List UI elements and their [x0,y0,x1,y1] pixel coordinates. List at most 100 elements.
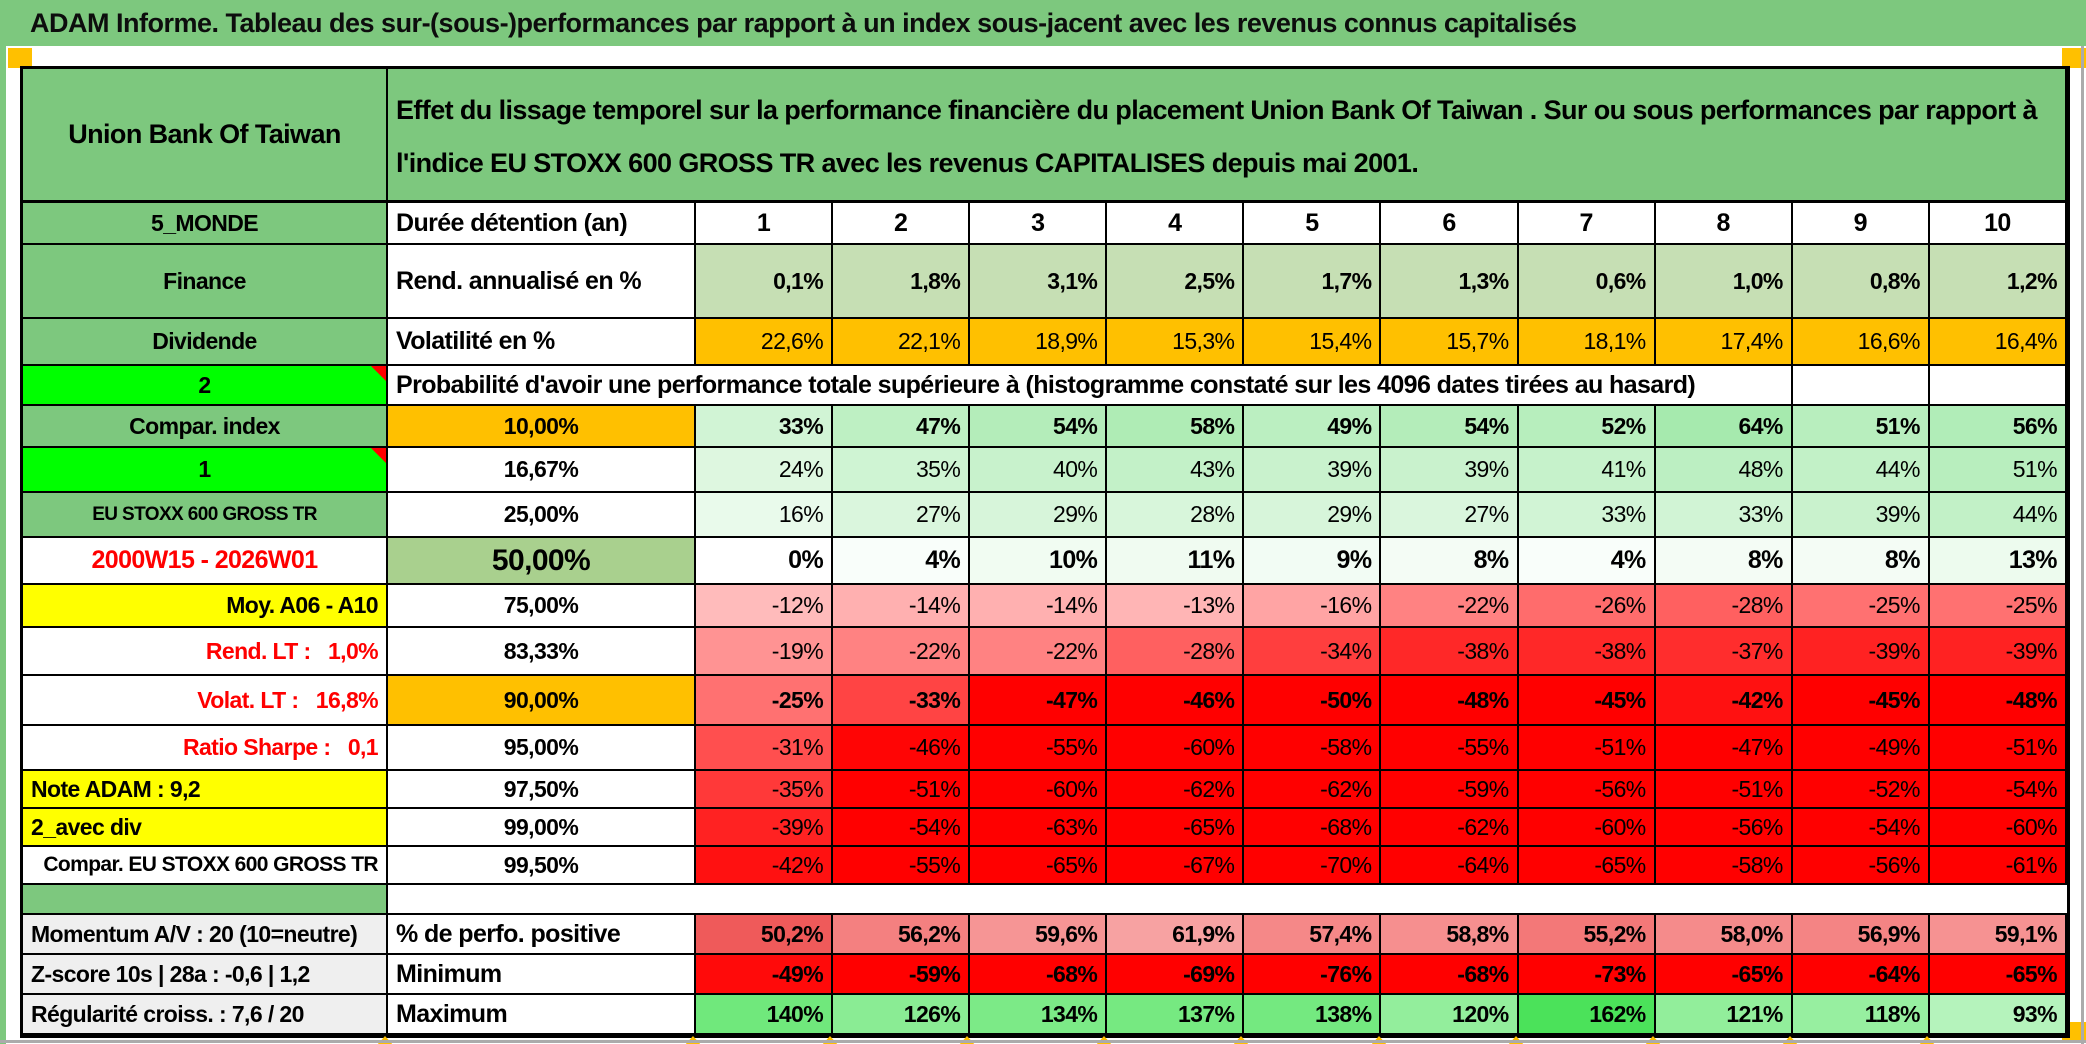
data-cell[interactable]: -73% [1518,955,1656,995]
data-cell[interactable]: -39% [696,809,834,847]
data-cell[interactable]: 55,2% [1518,915,1656,955]
data-cell[interactable]: 6 [1381,203,1519,245]
data-cell[interactable]: 4% [833,538,971,585]
data-cell[interactable]: 57,4% [1244,915,1382,955]
data-cell[interactable]: 51% [1929,448,2067,493]
row-label[interactable]: Rend. LT : 1,0% [23,628,388,676]
data-cell[interactable]: -26% [1518,585,1656,628]
data-cell[interactable]: 4% [1518,538,1656,585]
data-cell[interactable]: 43% [1107,448,1245,493]
data-cell[interactable]: -39% [1792,628,1930,676]
data-cell[interactable]: -14% [970,585,1108,628]
data-cell[interactable]: -42% [1655,676,1793,726]
data-cell[interactable]: -54% [1929,771,2067,809]
data-cell[interactable]: -68% [970,955,1108,995]
data-cell[interactable]: 59,1% [1929,915,2067,955]
data-cell[interactable]: -58% [1244,726,1382,771]
row-label[interactable]: 2000W15 - 2026W01 [23,538,388,585]
row-label[interactable]: Dividende [23,319,388,366]
data-cell[interactable]: -51% [1929,726,2067,771]
row-param[interactable]: 97,50% [388,771,696,809]
row-label[interactable]: Momentum A/V : 20 (10=neutre) [23,915,388,955]
row-label[interactable] [23,885,388,915]
data-cell[interactable]: 41% [1518,448,1656,493]
data-cell[interactable]: -65% [1655,955,1793,995]
data-cell[interactable]: 93% [1929,995,2067,1035]
data-cell[interactable]: 11% [1107,538,1245,585]
data-cell[interactable]: -60% [970,771,1108,809]
probability-note[interactable]: Probabilité d'avoir une performance tota… [388,366,1793,406]
data-cell[interactable]: -51% [1655,771,1793,809]
data-cell[interactable]: 126% [833,995,971,1035]
data-cell[interactable]: -22% [1381,585,1519,628]
data-cell[interactable]: 61,9% [1107,915,1245,955]
data-cell[interactable]: 138% [1244,995,1382,1035]
data-cell[interactable]: 22,1% [833,319,971,366]
data-cell[interactable]: 16,6% [1792,319,1930,366]
data-cell[interactable]: 52% [1518,406,1656,448]
data-cell[interactable]: -19% [696,628,834,676]
data-cell[interactable]: 0,1% [696,245,834,319]
data-cell[interactable]: -69% [1107,955,1245,995]
row-label[interactable]: Régularité croiss. : 7,6 / 20 [23,995,388,1035]
data-cell[interactable]: 18,9% [970,319,1108,366]
data-cell[interactable]: 39% [1244,448,1382,493]
data-cell[interactable]: 15,4% [1244,319,1382,366]
data-cell[interactable]: -65% [1107,809,1245,847]
data-cell[interactable]: -76% [1244,955,1382,995]
row-label[interactable]: Volat. LT : 16,8% [23,676,388,726]
data-cell[interactable]: -70% [1244,847,1382,885]
data-cell[interactable]: -64% [1381,847,1519,885]
row-label[interactable]: Union Bank Of Taiwan [23,69,388,203]
data-cell[interactable]: 64% [1655,406,1793,448]
data-cell[interactable]: 54% [1381,406,1519,448]
data-cell[interactable]: 3 [970,203,1108,245]
data-cell[interactable]: -13% [1107,585,1245,628]
data-cell[interactable]: 39% [1381,448,1519,493]
data-cell[interactable]: 16,4% [1929,319,2067,366]
data-cell[interactable]: -54% [1792,809,1930,847]
data-cell[interactable]: 27% [833,493,971,538]
data-cell[interactable]: 16% [696,493,834,538]
spacer-cell[interactable] [388,885,2067,915]
empty-cell[interactable] [1792,366,1930,406]
row-param[interactable]: Volatilité en % [388,319,696,366]
data-cell[interactable]: 9 [1792,203,1930,245]
data-cell[interactable]: -58% [1655,847,1793,885]
row-param[interactable]: 99,00% [388,809,696,847]
data-cell[interactable]: 33% [1655,493,1793,538]
data-cell[interactable]: 13% [1929,538,2067,585]
data-cell[interactable]: -65% [1518,847,1656,885]
data-cell[interactable]: -22% [970,628,1108,676]
row-label[interactable]: 2 [23,366,388,406]
data-cell[interactable]: -37% [1655,628,1793,676]
row-param[interactable]: Minimum [388,955,696,995]
data-cell[interactable]: -50% [1244,676,1382,726]
data-cell[interactable]: -56% [1518,771,1656,809]
data-cell[interactable]: -22% [833,628,971,676]
data-cell[interactable]: -52% [1792,771,1930,809]
data-cell[interactable]: -31% [696,726,834,771]
data-cell[interactable]: 24% [696,448,834,493]
data-cell[interactable]: 5 [1244,203,1382,245]
data-cell[interactable]: 1,2% [1929,245,2067,319]
data-cell[interactable]: -39% [1929,628,2067,676]
data-cell[interactable]: -25% [696,676,834,726]
data-cell[interactable]: -60% [1929,809,2067,847]
data-cell[interactable]: -55% [833,847,971,885]
data-cell[interactable]: -63% [970,809,1108,847]
data-cell[interactable]: 0,8% [1792,245,1930,319]
data-cell[interactable]: -34% [1244,628,1382,676]
data-cell[interactable]: 47% [833,406,971,448]
row-label[interactable]: 2_avec div [23,809,388,847]
row-label[interactable]: EU STOXX 600 GROSS TR [23,493,388,538]
data-cell[interactable]: 1 [696,203,834,245]
data-cell[interactable]: 7 [1518,203,1656,245]
data-cell[interactable]: 162% [1518,995,1656,1035]
data-cell[interactable]: 29% [1244,493,1382,538]
data-cell[interactable]: 10% [970,538,1108,585]
data-cell[interactable]: -33% [833,676,971,726]
row-param[interactable]: % de perfo. positive [388,915,696,955]
data-cell[interactable]: -46% [1107,676,1245,726]
data-cell[interactable]: -51% [1518,726,1656,771]
